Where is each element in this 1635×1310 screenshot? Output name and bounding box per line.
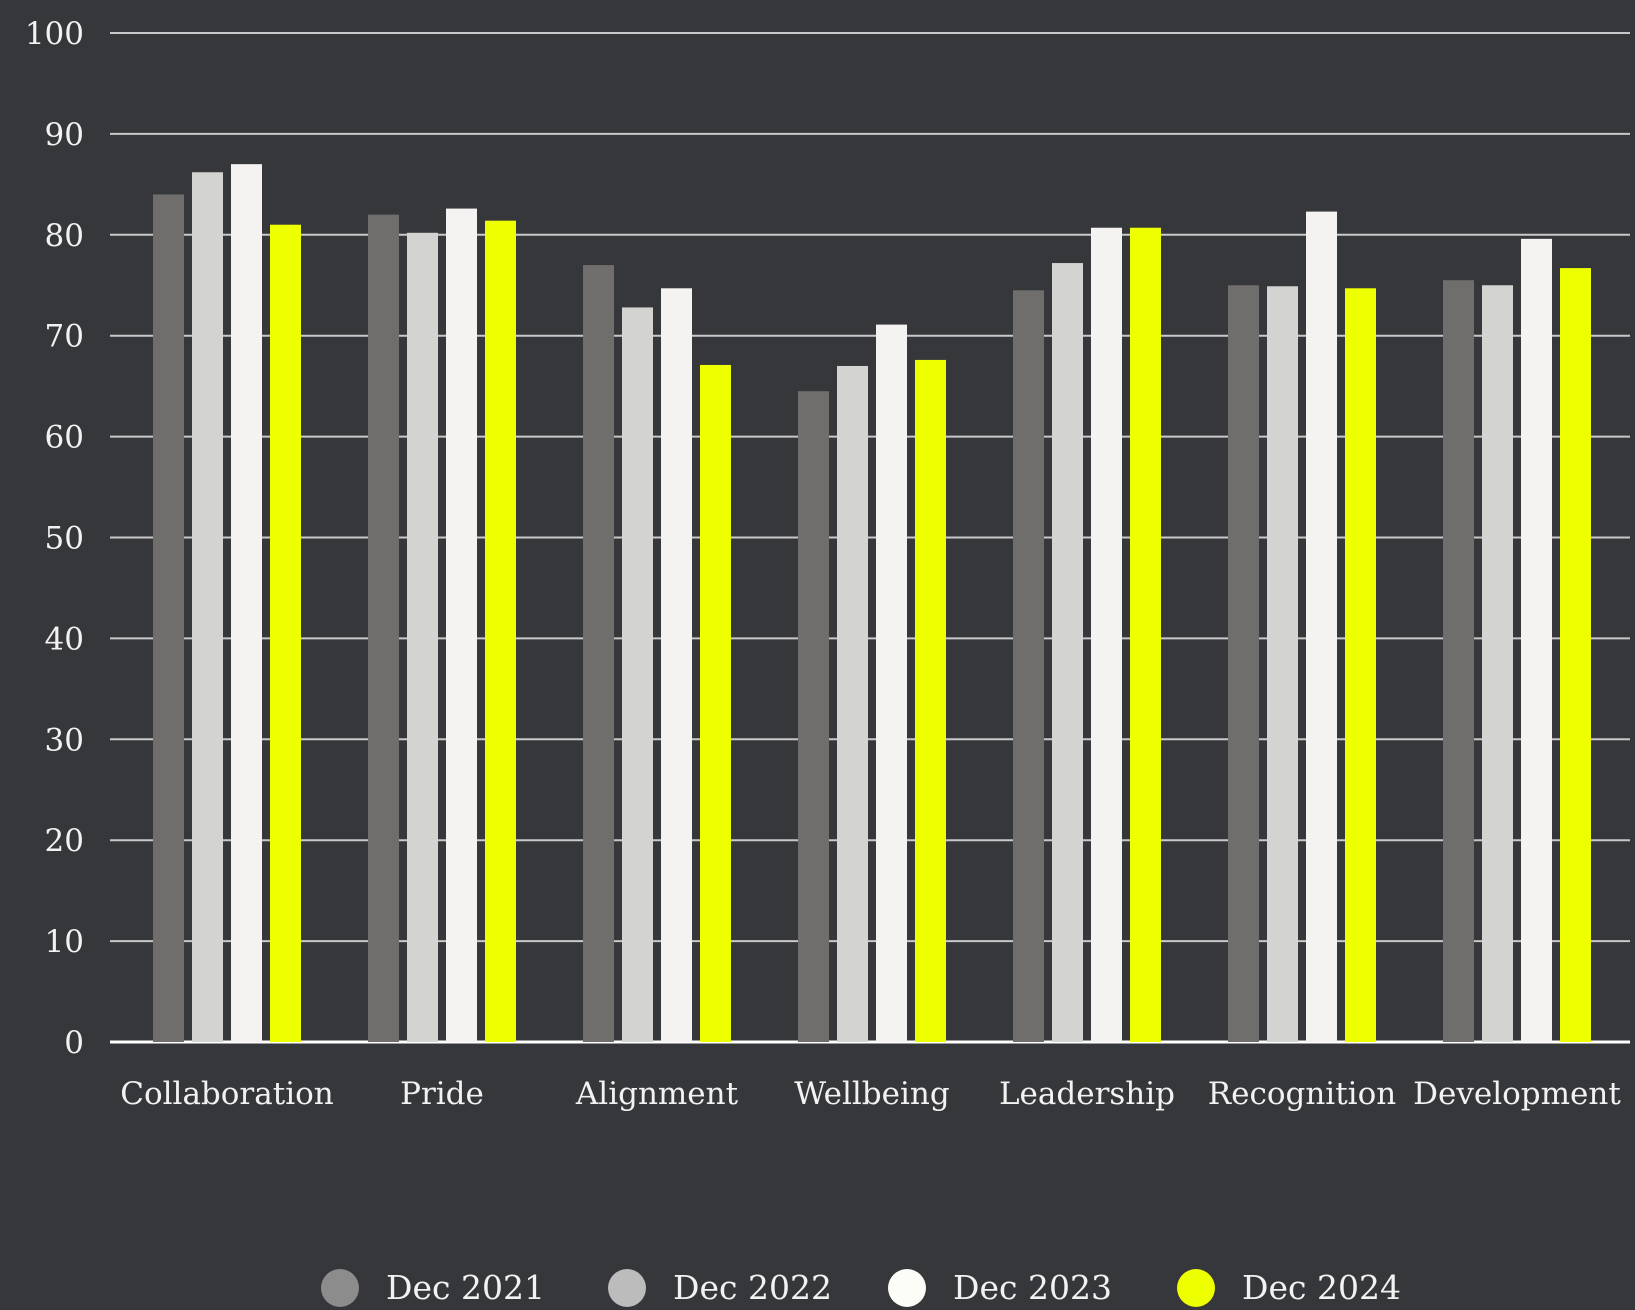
bar-leadership-dec-2024 <box>1130 228 1161 1042</box>
bar-pride-dec-2023 <box>446 209 477 1042</box>
legend-swatch <box>888 1269 926 1307</box>
bar-wellbeing-dec-2024 <box>915 360 946 1042</box>
bar-development-dec-2023 <box>1521 239 1552 1042</box>
y-tick-label: 100 <box>25 16 84 52</box>
x-tick-label: Alignment <box>575 1076 739 1112</box>
bar-leadership-dec-2023 <box>1091 228 1122 1042</box>
y-tick-label: 80 <box>45 218 84 254</box>
y-tick-label: 20 <box>45 823 84 859</box>
y-tick-label: 10 <box>45 924 84 960</box>
bars <box>153 164 1591 1042</box>
y-tick-label: 60 <box>45 420 84 456</box>
bar-wellbeing-dec-2021 <box>798 391 829 1042</box>
bar-collaboration-dec-2024 <box>270 225 301 1042</box>
bar-development-dec-2022 <box>1482 285 1513 1042</box>
y-tick-label: 50 <box>45 521 84 557</box>
bar-alignment-dec-2023 <box>661 288 692 1042</box>
y-tick-label: 30 <box>45 722 84 758</box>
bar-recognition-dec-2023 <box>1306 212 1337 1042</box>
bar-leadership-dec-2021 <box>1013 290 1044 1042</box>
x-tick-label: Development <box>1413 1076 1621 1112</box>
bar-development-dec-2024 <box>1560 268 1591 1042</box>
x-axis: Collaboration Pride Alignment Wellbeing Lead… <box>120 1076 1621 1112</box>
legend-label: Dec 2021 <box>386 1268 545 1307</box>
x-tick-label: Pride <box>400 1076 484 1112</box>
x-tick-label: Wellbeing <box>794 1076 949 1112</box>
bar-alignment-dec-2024 <box>700 365 731 1042</box>
x-tick-label: Recognition <box>1208 1076 1396 1112</box>
legend-swatch <box>608 1269 646 1307</box>
legend-label: Dec 2023 <box>953 1268 1112 1307</box>
legend-swatch <box>321 1269 359 1307</box>
y-axis: 0 10 20 30 40 50 60 70 80 90 100 <box>25 16 84 1061</box>
legend-label: Dec 2024 <box>1242 1268 1401 1307</box>
y-tick-label: 90 <box>45 117 84 153</box>
legend: Dec 2021 Dec 2022 Dec 2023 Dec 2024 <box>321 1268 1401 1307</box>
bar-alignment-dec-2021 <box>583 265 614 1042</box>
bar-pride-dec-2021 <box>368 215 399 1042</box>
bar-collaboration-dec-2021 <box>153 194 184 1042</box>
y-tick-label: 40 <box>45 621 84 657</box>
bar-recognition-dec-2024 <box>1345 288 1376 1042</box>
bar-collaboration-dec-2022 <box>192 172 223 1042</box>
x-tick-label: Collaboration <box>120 1076 334 1112</box>
bar-leadership-dec-2022 <box>1052 263 1083 1042</box>
gridlines <box>110 33 1630 1042</box>
legend-label: Dec 2022 <box>673 1268 832 1307</box>
bar-alignment-dec-2022 <box>622 307 653 1042</box>
bar-wellbeing-dec-2022 <box>837 366 868 1042</box>
bar-pride-dec-2024 <box>485 221 516 1042</box>
bar-recognition-dec-2021 <box>1228 285 1259 1042</box>
bar-pride-dec-2022 <box>407 233 438 1042</box>
legend-swatch <box>1177 1269 1215 1307</box>
bar-development-dec-2021 <box>1443 280 1474 1042</box>
bar-collaboration-dec-2023 <box>231 164 262 1042</box>
x-tick-label: Leadership <box>999 1076 1175 1112</box>
bar-wellbeing-dec-2023 <box>876 325 907 1042</box>
bar-recognition-dec-2022 <box>1267 286 1298 1042</box>
y-tick-label: 70 <box>45 319 84 355</box>
y-tick-label: 0 <box>64 1025 84 1061</box>
